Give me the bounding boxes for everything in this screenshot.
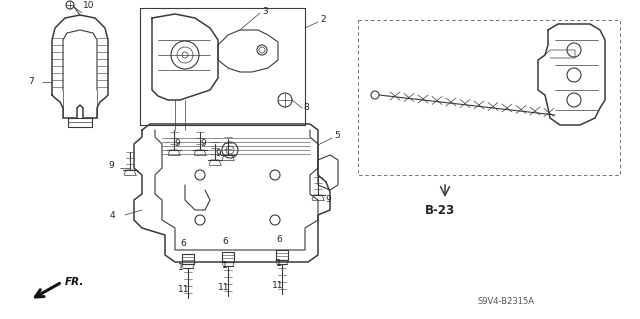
Text: 10: 10 bbox=[83, 2, 95, 11]
Text: B-23: B-23 bbox=[425, 204, 455, 217]
Text: 6: 6 bbox=[180, 239, 186, 248]
Text: 11: 11 bbox=[178, 286, 189, 294]
Text: 4: 4 bbox=[110, 211, 116, 219]
Text: 9: 9 bbox=[200, 138, 205, 147]
Text: 11: 11 bbox=[272, 281, 284, 291]
Text: 9: 9 bbox=[108, 160, 114, 169]
Text: 9: 9 bbox=[325, 196, 331, 204]
Text: 2: 2 bbox=[320, 14, 326, 24]
Text: 1: 1 bbox=[276, 259, 282, 269]
Text: 7: 7 bbox=[28, 78, 34, 86]
Text: 3: 3 bbox=[262, 8, 268, 17]
Text: 8: 8 bbox=[303, 103, 308, 113]
Text: 1: 1 bbox=[222, 262, 228, 271]
Text: 9: 9 bbox=[215, 149, 221, 158]
Text: FR.: FR. bbox=[65, 277, 84, 287]
Text: 6: 6 bbox=[222, 236, 228, 246]
Text: 5: 5 bbox=[334, 131, 340, 140]
Text: 9: 9 bbox=[174, 138, 180, 147]
Text: 11: 11 bbox=[218, 284, 230, 293]
Text: 6: 6 bbox=[276, 234, 282, 243]
Text: 1: 1 bbox=[178, 263, 184, 272]
Text: S9V4-B2315A: S9V4-B2315A bbox=[478, 298, 535, 307]
